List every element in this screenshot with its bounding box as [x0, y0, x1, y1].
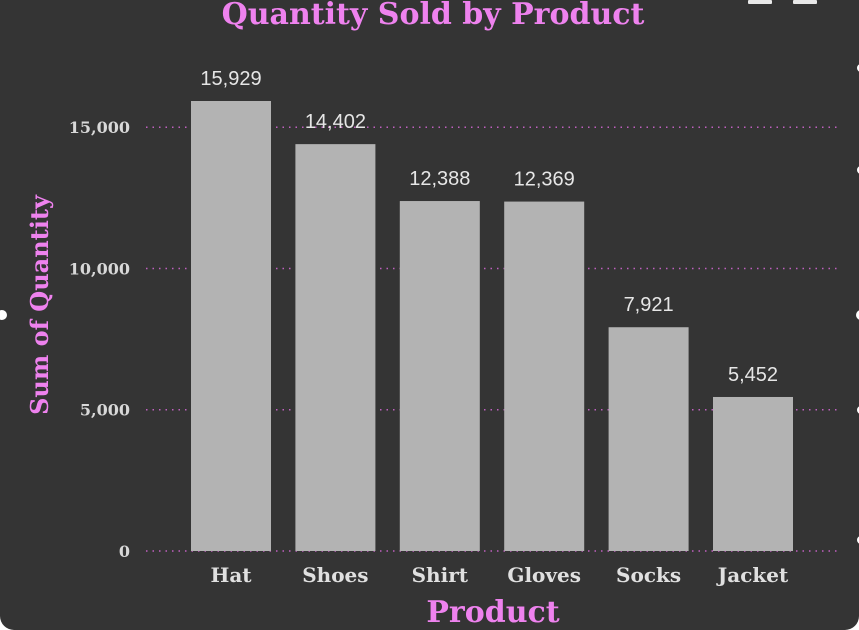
x-tick-label-jacket: Jacket — [716, 563, 789, 587]
y-axis-ticks: 0 5,000 10,000 15,000 — [69, 118, 130, 561]
data-labels: 15,929 14,402 12,388 12,369 7,921 5,452 — [200, 68, 778, 386]
bar-shoes[interactable] — [295, 144, 376, 551]
resize-handle-right[interactable] — [856, 310, 859, 320]
data-label-gloves: 12,369 — [514, 169, 575, 191]
bar-jacket[interactable] — [713, 396, 793, 551]
y-tick-label: 5,000 — [80, 401, 130, 420]
y-tick-label: 15,000 — [69, 118, 130, 137]
x-tick-label-socks: Socks — [616, 563, 681, 587]
bars — [191, 101, 793, 551]
bar-socks[interactable] — [608, 327, 689, 551]
data-label-hat: 15,929 — [200, 68, 261, 90]
gridlines — [146, 126, 838, 552]
y-tick-label: 0 — [119, 542, 130, 561]
y-axis-title: Sum of Quantity — [25, 194, 54, 415]
bar-shirt[interactable] — [399, 201, 480, 551]
data-label-shoes: 14,402 — [305, 111, 366, 133]
x-tick-label-hat: Hat — [210, 563, 252, 587]
data-label-shirt: 12,388 — [409, 168, 470, 190]
resize-handle-left[interactable] — [0, 310, 7, 320]
y-tick-label: 10,000 — [69, 259, 130, 278]
x-tick-label-shirt: Shirt — [412, 563, 469, 587]
x-axis-ticks: Hat Shoes Shirt Gloves Socks Jacket — [210, 563, 789, 587]
bar-gloves[interactable] — [504, 201, 585, 551]
data-label-socks: 7,921 — [624, 294, 674, 316]
bar-hat[interactable] — [191, 101, 271, 551]
x-tick-label-shoes: Shoes — [302, 563, 368, 587]
data-label-jacket: 5,452 — [728, 364, 778, 386]
chart-title: Quantity Sold by Product — [222, 0, 645, 32]
x-tick-label-gloves: Gloves — [507, 563, 581, 587]
x-axis-title: Product — [426, 595, 559, 630]
focus-mode-icon[interactable] — [748, 0, 772, 4]
more-options-icon[interactable] — [793, 0, 817, 4]
